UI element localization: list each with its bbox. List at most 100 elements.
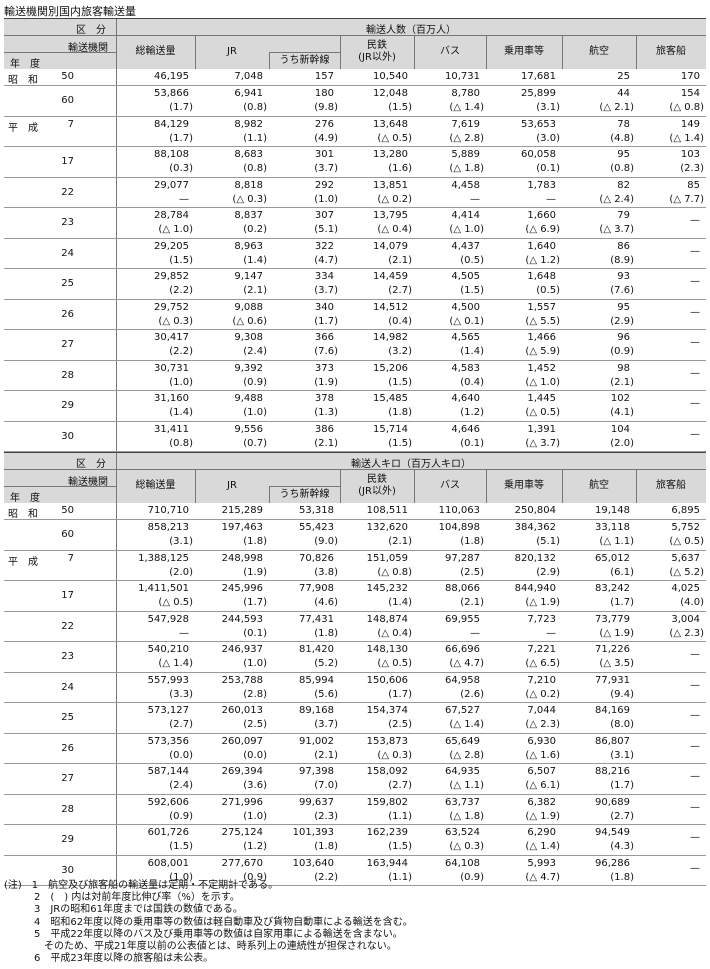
- value-cell: 9,488: [234, 393, 263, 404]
- growth-rate-cell: (△ 0.2): [525, 688, 560, 700]
- value-cell: 373: [314, 362, 334, 374]
- table-row: 27 30,417 9,308 366 14,982 4,565 1,466 96 — (2.2)…: [4, 330, 706, 361]
- table-row: 17 88,108 8,683 301 13,280 5,889 60,058 95 103 (0…: [4, 147, 706, 178]
- value-cell: 601,726: [147, 827, 189, 838]
- growth-rate-cell: (1.5): [388, 376, 412, 388]
- growth-rate-cell: (2.9): [610, 315, 634, 327]
- row-year-label: 25: [61, 278, 74, 289]
- value-cell: 386: [314, 423, 334, 435]
- growth-rate-cell: (1.0): [243, 407, 267, 418]
- value-cell: 844,940: [514, 583, 556, 594]
- row-era-label: 昭 和: [8, 75, 38, 86]
- column-header: 乗用車等: [504, 480, 544, 491]
- value-cell: 97,287: [445, 552, 480, 564]
- value-cell: 65,012: [595, 552, 630, 564]
- document-title: 輸送機関別国内旅客輸送量: [4, 5, 136, 18]
- growth-rate-cell: (1.1): [388, 810, 412, 822]
- growth-rate-cell: (△ 7.7): [669, 193, 704, 205]
- row-year-label: 23: [61, 651, 74, 662]
- column-rule: [116, 330, 117, 360]
- growth-rate-cell: (1.7): [169, 102, 193, 113]
- growth-rate-cell: (1.9): [243, 566, 267, 578]
- value-cell: 9,088: [234, 301, 263, 313]
- value-cell: 6,930: [527, 735, 556, 747]
- growth-rate-cell: (1.6): [388, 163, 412, 174]
- value-cell: 30,731: [154, 362, 189, 374]
- value-cell: 163,944: [366, 857, 408, 869]
- growth-rate-cell: (△ 0.1): [449, 315, 484, 327]
- growth-rate-cell: (0.0): [243, 749, 267, 761]
- growth-rate-cell: (1.0): [314, 193, 338, 205]
- growth-rate-cell: (△ 2.1): [599, 102, 634, 113]
- column-rule: [116, 733, 117, 763]
- value-cell: 9,308: [234, 332, 263, 343]
- row-year-label: 29: [61, 834, 74, 845]
- value-cell: 15,485: [373, 393, 408, 404]
- value-cell: 1,640: [527, 240, 556, 252]
- growth-rate-cell: (3.7): [314, 163, 338, 174]
- growth-rate-cell: (1.5): [388, 437, 412, 449]
- value-cell: 90,689: [595, 796, 630, 808]
- value-cell: 55,423: [299, 522, 334, 533]
- growth-rate-cell: (1.2): [243, 841, 267, 852]
- growth-rate-cell: (2.0): [610, 437, 634, 449]
- header-rule: [269, 52, 340, 53]
- value-cell: 153,873: [366, 735, 408, 747]
- growth-rate-cell: (0.1): [460, 437, 484, 449]
- value-cell: 19,148: [595, 505, 630, 516]
- value-cell: 276: [314, 118, 334, 130]
- growth-rate-cell: (9.8): [314, 102, 338, 113]
- growth-rate-cell: (1.0): [169, 376, 193, 388]
- value-cell: 6,941: [234, 88, 263, 99]
- value-dash: —: [690, 245, 700, 257]
- value-cell: 14,512: [373, 301, 408, 313]
- row-year-label: 60: [61, 529, 74, 540]
- value-cell: 858,213: [147, 522, 189, 533]
- value-cell: 28,784: [154, 210, 189, 221]
- growth-rate-cell: (△ 1.9): [599, 627, 634, 639]
- column-rule: [116, 208, 117, 238]
- value-cell: 271,996: [221, 796, 263, 808]
- value-cell: 592,606: [147, 796, 189, 808]
- value-cell: 154,374: [366, 705, 408, 716]
- growth-rate-cell: —: [546, 193, 556, 205]
- value-cell: 253,788: [221, 674, 263, 686]
- table-row: 24 557,993 253,788 85,994 150,606 64,958 7,210…: [4, 672, 706, 703]
- table-row: 60 858,213 197,463 55,423 132,620 104,898 384,…: [4, 520, 706, 551]
- column-rule: [116, 391, 117, 421]
- growth-rate-cell: (1.4): [169, 407, 193, 418]
- table-row: 22 29,077 8,818 292 13,851 4,458 1,783 82 85 — (△ …: [4, 177, 706, 208]
- value-cell: 110,063: [438, 505, 480, 516]
- value-cell: 1,388,125: [138, 552, 189, 564]
- growth-rate-cell: (2.1): [314, 437, 338, 449]
- value-cell: 1,557: [527, 301, 556, 313]
- growth-rate-cell: (△ 2.8): [449, 132, 484, 144]
- value-cell: 8,683: [234, 149, 263, 160]
- column-rule: [116, 581, 117, 611]
- growth-rate-cell: (2.4): [243, 346, 267, 357]
- growth-rate-cell: (1.4): [388, 597, 412, 608]
- growth-rate-cell: (0.7): [243, 437, 267, 449]
- growth-rate-cell: (5.6): [314, 688, 338, 700]
- row-year-label: 22: [61, 620, 74, 632]
- row-year-label: 24: [61, 247, 74, 259]
- value-cell: 46,195: [154, 71, 189, 82]
- value-cell: 150,606: [366, 674, 408, 686]
- value-cell: 1,660: [527, 210, 556, 221]
- value-cell: 4,505: [451, 271, 480, 282]
- value-cell: 63,737: [445, 796, 480, 808]
- growth-rate-cell: (7.6): [610, 285, 634, 296]
- column-rule: [116, 360, 117, 390]
- growth-rate-cell: (2.0): [169, 566, 193, 578]
- growth-rate-cell: (1.8): [314, 627, 338, 639]
- column-header: うち新幹線: [279, 55, 330, 66]
- growth-rate-cell: (2.2): [314, 871, 338, 883]
- value-cell: 13,851: [373, 179, 408, 191]
- growth-rate-cell: (1.8): [610, 871, 634, 883]
- growth-rate-cell: (4.1): [610, 407, 634, 418]
- growth-rate-cell: (0.0): [169, 749, 193, 761]
- table-row: 29 31,160 9,488 378 15,485 4,640 1,445 102 — (1.4…: [4, 391, 706, 422]
- value-cell: 1,783: [527, 179, 556, 191]
- growth-rate-cell: (△ 6.9): [525, 224, 560, 235]
- growth-rate-cell: (2.2): [169, 346, 193, 357]
